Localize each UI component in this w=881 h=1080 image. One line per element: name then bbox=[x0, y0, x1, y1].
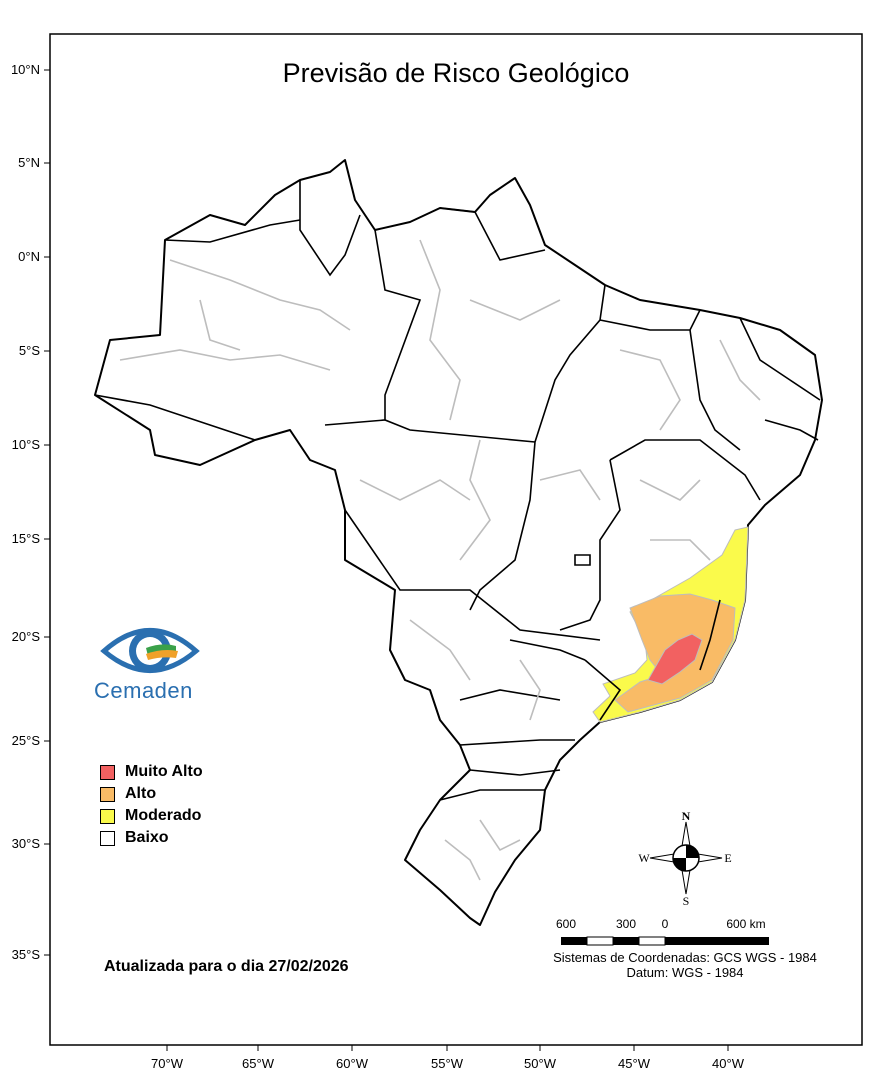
compass-n: N bbox=[682, 809, 691, 823]
region-borders bbox=[119, 239, 761, 881]
cemaden-logo bbox=[88, 618, 218, 708]
risk-area-muito-alto bbox=[647, 633, 703, 685]
lon-tick-label: 40°W bbox=[712, 1056, 745, 1071]
lat-tick-label: 0°N bbox=[18, 249, 40, 264]
legend-swatch-alto bbox=[100, 786, 115, 802]
scale-label: 600 bbox=[556, 917, 576, 931]
legend-label: Baixo bbox=[125, 829, 169, 846]
coordinate-system-info: Sistemas de Coordenadas: GCS WGS - 1984 … bbox=[510, 950, 860, 980]
eye-icon bbox=[100, 628, 200, 673]
legend-label: Moderado bbox=[125, 807, 202, 824]
latitude-axis: 10°N 5°N 0°N 5°S 10°S 15°S 20°S 25°S 30°… bbox=[11, 62, 50, 962]
scale-bar: 600 300 0 600 km bbox=[556, 917, 769, 946]
compass-s: S bbox=[683, 894, 690, 908]
coordinate-system-line: Sistemas de Coordenadas: GCS WGS - 1984 bbox=[553, 950, 817, 965]
compass-e: E bbox=[724, 851, 731, 865]
scale-label: 300 bbox=[616, 917, 636, 931]
map-title: Previsão de Risco Geológico bbox=[282, 58, 630, 88]
lon-tick-label: 70°W bbox=[151, 1056, 184, 1071]
lat-tick-label: 10°N bbox=[11, 62, 40, 77]
scale-label: 0 bbox=[662, 917, 669, 931]
compass-rose: N S E W bbox=[638, 809, 731, 908]
state-borders bbox=[94, 180, 821, 801]
scale-label: 600 km bbox=[726, 917, 765, 931]
lon-tick-label: 55°W bbox=[431, 1056, 464, 1071]
legend-item: Baixo bbox=[100, 827, 203, 849]
legend-label: Muito Alto bbox=[125, 763, 203, 780]
lon-tick-label: 45°W bbox=[618, 1056, 651, 1071]
updated-date: Atualizada para o dia 27/02/2026 bbox=[104, 958, 349, 975]
lat-tick-label: 20°S bbox=[12, 629, 41, 644]
legend-item: Muito Alto bbox=[100, 761, 203, 783]
lon-tick-label: 60°W bbox=[336, 1056, 369, 1071]
legend-swatch-muito-alto bbox=[100, 764, 115, 780]
legend-item: Moderado bbox=[100, 805, 203, 827]
legend-swatch-baixo bbox=[100, 830, 115, 846]
legend-swatch-moderado bbox=[100, 808, 115, 824]
lat-tick-label: 15°S bbox=[12, 531, 41, 546]
logo-text: Cemaden bbox=[94, 678, 193, 703]
brazil-outline bbox=[94, 159, 823, 926]
lat-tick-label: 5°S bbox=[19, 343, 40, 358]
lat-tick-label: 5°N bbox=[18, 155, 40, 170]
lat-tick-label: 25°S bbox=[12, 733, 41, 748]
legend: Muito Alto Alto Moderado Baixo bbox=[100, 761, 203, 849]
lat-tick-label: 35°S bbox=[12, 947, 41, 962]
legend-label: Alto bbox=[125, 785, 157, 802]
lat-tick-label: 30°S bbox=[12, 836, 41, 851]
lat-tick-label: 10°S bbox=[12, 437, 41, 452]
compass-w: W bbox=[638, 851, 650, 865]
longitude-axis: 70°W 65°W 60°W 55°W 50°W 45°W 40°W bbox=[151, 1045, 745, 1071]
lon-tick-label: 65°W bbox=[242, 1056, 275, 1071]
datum-line: Datum: WGS - 1984 bbox=[626, 965, 744, 980]
lon-tick-label: 50°W bbox=[524, 1056, 557, 1071]
legend-item: Alto bbox=[100, 783, 203, 805]
